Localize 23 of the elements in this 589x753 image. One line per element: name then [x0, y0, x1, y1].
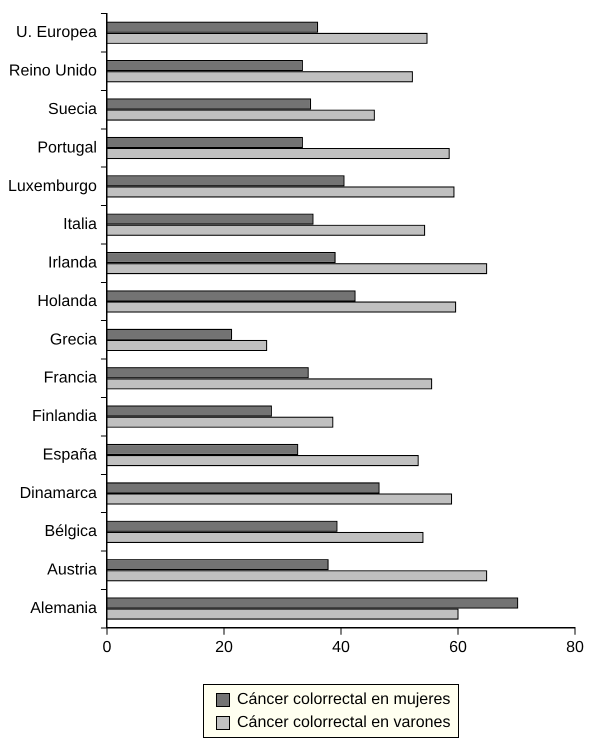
y-tick-label: Austria	[47, 562, 98, 579]
y-tick-label: Luxemburgo	[8, 178, 98, 195]
y-tick-label: Grecia	[50, 331, 98, 348]
y-tick-label: Alemania	[30, 600, 98, 618]
x-tick-label: 80	[566, 638, 584, 656]
y-tick-label: Holanda	[37, 292, 98, 310]
y-tick-label: U. Europea	[16, 24, 98, 42]
y-tick-label: Suecia	[48, 100, 98, 118]
legend-label: Cáncer colorrectal en varones	[237, 713, 450, 733]
x-tick-label: 0	[102, 638, 112, 656]
x-tick-label: 60	[449, 638, 467, 656]
y-tick-label: Francia	[44, 370, 98, 387]
y-tick-label: España	[42, 446, 98, 464]
y-tick-label: Bélgica	[44, 523, 98, 540]
x-tick-label: 40	[332, 638, 350, 656]
y-tick-label: Finlandia	[32, 408, 98, 426]
y-tick-label: Italia	[63, 216, 98, 234]
y-tick-label: Reino Unido	[8, 62, 98, 80]
legend-label: Cáncer colorrectal en mujeres	[237, 690, 450, 710]
x-tick-label: 20	[215, 638, 233, 656]
y-tick-label: Portugal	[37, 139, 97, 156]
y-tick-label: Dinamarca	[20, 484, 98, 502]
y-tick-label: Irlanda	[48, 254, 98, 272]
